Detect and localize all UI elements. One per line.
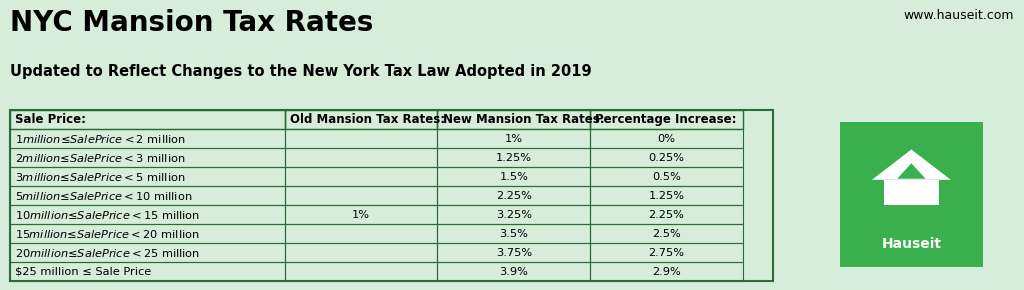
Bar xyxy=(437,167,590,186)
Text: 1%: 1% xyxy=(505,134,522,144)
Text: 3.9%: 3.9% xyxy=(500,267,528,277)
Bar xyxy=(884,180,939,205)
Bar xyxy=(590,110,742,129)
Text: $10 million ≤ Sale Price < $15 million: $10 million ≤ Sale Price < $15 million xyxy=(15,209,201,221)
Bar xyxy=(285,243,437,262)
Bar xyxy=(285,224,437,243)
Text: Sale Price:: Sale Price: xyxy=(15,113,86,126)
Bar xyxy=(10,167,285,186)
Text: $15 million ≤ Sale Price < $20 million: $15 million ≤ Sale Price < $20 million xyxy=(15,228,200,240)
Text: $25 million ≤ Sale Price: $25 million ≤ Sale Price xyxy=(15,267,152,277)
Text: New Mansion Tax Rates:: New Mansion Tax Rates: xyxy=(442,113,604,126)
Bar xyxy=(10,262,285,281)
Text: 1.25%: 1.25% xyxy=(648,191,684,201)
Text: Updated to Reflect Changes to the New York Tax Law Adopted in 2019: Updated to Reflect Changes to the New Yo… xyxy=(10,64,592,79)
Bar xyxy=(285,129,437,148)
Text: Hauseit: Hauseit xyxy=(882,237,941,251)
Text: 3.25%: 3.25% xyxy=(496,210,531,220)
Polygon shape xyxy=(897,163,926,179)
Text: $1 million ≤ Sale Price < $2 million: $1 million ≤ Sale Price < $2 million xyxy=(15,133,186,145)
Bar xyxy=(10,243,285,262)
Bar xyxy=(10,224,285,243)
Bar xyxy=(10,110,773,281)
Text: 3.75%: 3.75% xyxy=(496,248,531,258)
Bar xyxy=(10,186,285,205)
Text: 1.25%: 1.25% xyxy=(496,153,531,163)
Text: $2 million ≤ Sale Price < $3 million: $2 million ≤ Sale Price < $3 million xyxy=(15,152,185,164)
Bar xyxy=(10,205,285,224)
Bar xyxy=(285,167,437,186)
Bar xyxy=(285,110,437,129)
Text: 0%: 0% xyxy=(657,134,675,144)
Bar xyxy=(437,148,590,167)
Bar xyxy=(590,129,742,148)
Bar xyxy=(590,186,742,205)
Bar xyxy=(285,186,437,205)
Text: Percentage Increase:: Percentage Increase: xyxy=(595,113,736,126)
Bar xyxy=(437,262,590,281)
Text: $3 million ≤ Sale Price < $5 million: $3 million ≤ Sale Price < $5 million xyxy=(15,171,185,183)
Bar xyxy=(10,129,285,148)
Bar xyxy=(590,243,742,262)
Bar xyxy=(285,148,437,167)
Text: 0.5%: 0.5% xyxy=(652,172,681,182)
Text: Old Mansion Tax Rates:: Old Mansion Tax Rates: xyxy=(290,113,445,126)
Bar xyxy=(285,262,437,281)
Bar xyxy=(590,262,742,281)
Text: www.hauseit.com: www.hauseit.com xyxy=(903,9,1014,22)
Text: $5 million ≤ Sale Price < $10 million: $5 million ≤ Sale Price < $10 million xyxy=(15,190,193,202)
Text: 2.5%: 2.5% xyxy=(652,229,681,239)
Text: 2.75%: 2.75% xyxy=(648,248,684,258)
Text: 1.5%: 1.5% xyxy=(500,172,528,182)
Bar xyxy=(437,186,590,205)
Text: 2.25%: 2.25% xyxy=(496,191,531,201)
Bar xyxy=(590,205,742,224)
Bar xyxy=(590,148,742,167)
Bar xyxy=(285,205,437,224)
Bar xyxy=(437,205,590,224)
Bar xyxy=(10,148,285,167)
Bar xyxy=(590,167,742,186)
Text: 0.25%: 0.25% xyxy=(648,153,684,163)
Bar xyxy=(840,122,983,267)
Bar xyxy=(10,110,285,129)
Polygon shape xyxy=(871,149,950,180)
Text: 3.5%: 3.5% xyxy=(500,229,528,239)
Text: NYC Mansion Tax Rates: NYC Mansion Tax Rates xyxy=(10,9,374,37)
Bar xyxy=(437,129,590,148)
Text: $20 million ≤ Sale Price < $25 million: $20 million ≤ Sale Price < $25 million xyxy=(15,247,201,259)
Text: 2.9%: 2.9% xyxy=(652,267,681,277)
Bar xyxy=(590,224,742,243)
Text: 2.25%: 2.25% xyxy=(648,210,684,220)
Bar xyxy=(437,110,590,129)
Bar xyxy=(437,243,590,262)
Bar xyxy=(437,224,590,243)
Text: 1%: 1% xyxy=(352,210,370,220)
